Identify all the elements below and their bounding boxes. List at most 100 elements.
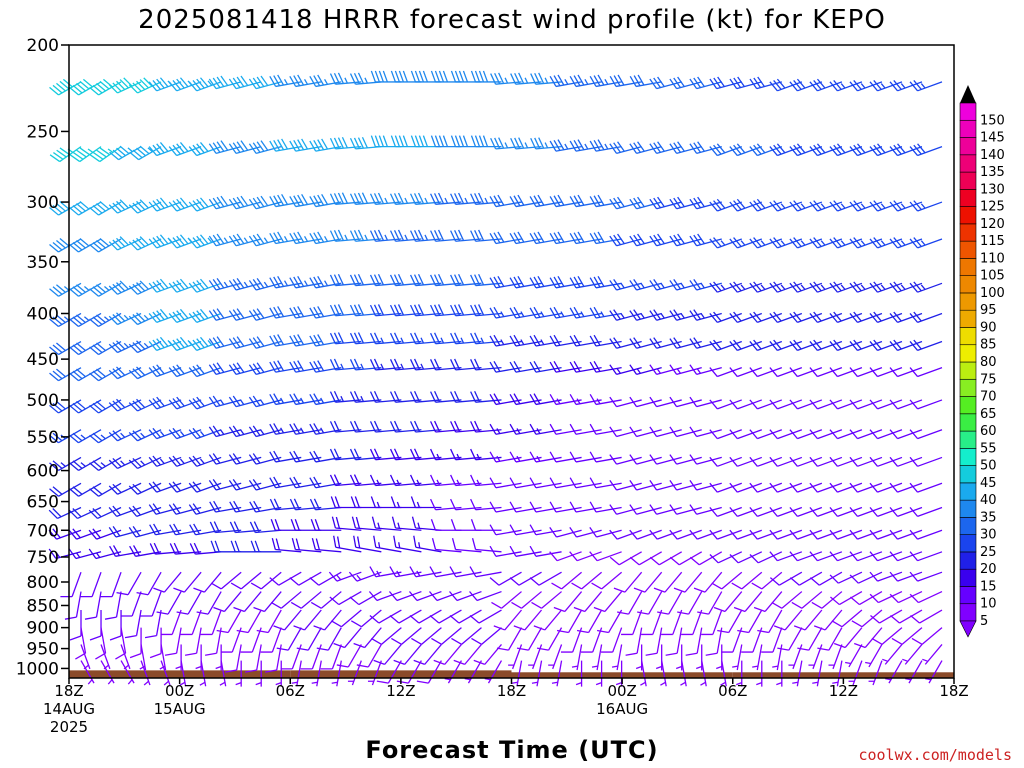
wind-barb [393, 535, 422, 553]
wind-barb [470, 229, 502, 242]
wind-barb [869, 339, 903, 352]
wind-barb [245, 644, 262, 673]
wind-barb [369, 609, 402, 624]
wind-barb [69, 237, 102, 253]
colorbar-label: 140 [980, 148, 1005, 163]
wind-barb [589, 360, 622, 373]
wind-barb [911, 627, 943, 645]
wind-barb [649, 529, 682, 540]
wind-barb [464, 660, 483, 684]
wind-barb [509, 501, 542, 513]
wind-barb [289, 450, 322, 463]
wind-barb [637, 591, 663, 615]
wind-barb [80, 644, 91, 670]
wind-barb [390, 496, 422, 509]
wind-barb [589, 334, 622, 347]
x-tick-label: 12Z [386, 682, 415, 700]
wind-barb [109, 145, 142, 161]
wind-barb [891, 627, 923, 645]
wind-barb [575, 660, 583, 687]
wind-barb [609, 454, 642, 465]
wind-barb [909, 339, 943, 352]
wind-barb [230, 571, 262, 590]
wind-barb [169, 542, 202, 555]
wind-barb [729, 311, 763, 324]
wind-barb [769, 311, 803, 324]
wind-barb [69, 146, 102, 163]
colorbar-segment [959, 465, 977, 484]
wind-barb [128, 398, 162, 412]
wind-barb [809, 529, 843, 540]
x-tick-label: 06Z [718, 682, 747, 700]
wind-barb [569, 423, 602, 435]
wind-barb [489, 477, 522, 489]
wind-barb [371, 516, 402, 531]
wind-barb [291, 538, 322, 553]
wind-barb [717, 609, 743, 634]
wind-barb [529, 451, 562, 463]
wind-barb [410, 496, 442, 509]
wind-barb [797, 627, 823, 651]
wind-barb [108, 199, 142, 214]
wind-barb [109, 545, 142, 557]
wind-barb [589, 194, 622, 208]
wind-barb [248, 425, 282, 438]
wind-barb [120, 660, 135, 685]
wind-barb [289, 74, 322, 88]
wind-barb [489, 306, 522, 319]
wind-barb [593, 591, 623, 613]
colorbar-segment [959, 603, 977, 622]
wind-barb [409, 566, 442, 578]
wind-barb [753, 591, 783, 613]
wind-barb [430, 304, 462, 317]
wind-barb [589, 551, 622, 562]
wind-barb [229, 500, 262, 513]
wind-barb [168, 396, 202, 410]
wind-barb [689, 454, 722, 465]
wind-barb [569, 527, 602, 538]
wind-barb [369, 332, 402, 345]
wind-barb [489, 360, 522, 373]
wind-barb [389, 229, 422, 242]
wind-barb [729, 367, 763, 378]
wind-barb [529, 545, 562, 557]
wind-barb [769, 551, 803, 562]
wind-barb [469, 609, 502, 624]
wind-barb [309, 393, 342, 406]
wind-barb [89, 367, 122, 382]
wind-barb [531, 660, 543, 687]
colorbar-segment [959, 154, 977, 173]
wind-barb [289, 231, 322, 245]
wind-barb [925, 660, 943, 684]
wind-barb [353, 627, 382, 649]
wind-barb [139, 644, 147, 671]
wind-barb [812, 660, 823, 687]
wind-barb [589, 477, 622, 489]
credit-text: coolwx.com/models [858, 746, 1012, 764]
wind-barb [136, 571, 162, 596]
wind-barb [529, 571, 562, 586]
wind-barb [549, 501, 582, 513]
x-tick-label: 18Z [939, 682, 968, 700]
wind-barb [493, 609, 523, 631]
wind-barb [444, 660, 463, 684]
wind-barb [551, 571, 582, 590]
wind-barb [673, 571, 703, 593]
wind-barb [370, 70, 402, 83]
wind-barb [709, 237, 742, 249]
colorbar-label: 130 [980, 182, 1005, 197]
wind-barb [809, 339, 843, 352]
wind-barb [129, 145, 162, 161]
wind-barb [689, 337, 722, 349]
wind-barb [729, 339, 763, 352]
wind-barb [413, 644, 442, 665]
wind-barb [869, 237, 903, 249]
wind-barb [560, 627, 583, 653]
wind-barb [809, 429, 843, 440]
x-tick-label: 00Z [165, 682, 194, 700]
wind-barb [829, 143, 863, 157]
y-tick-label: 800 [27, 573, 59, 593]
wind-barb [729, 76, 762, 90]
wind-barb [709, 429, 742, 440]
wind-barb [909, 571, 943, 582]
